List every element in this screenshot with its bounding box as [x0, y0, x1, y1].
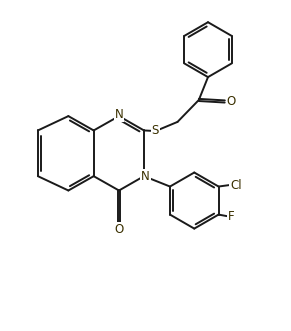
Text: O: O [227, 95, 236, 108]
Text: S: S [152, 124, 159, 137]
Text: N: N [115, 108, 123, 121]
Text: Cl: Cl [230, 178, 242, 192]
Text: O: O [114, 223, 124, 236]
Text: F: F [228, 210, 235, 223]
Text: N: N [141, 170, 150, 183]
